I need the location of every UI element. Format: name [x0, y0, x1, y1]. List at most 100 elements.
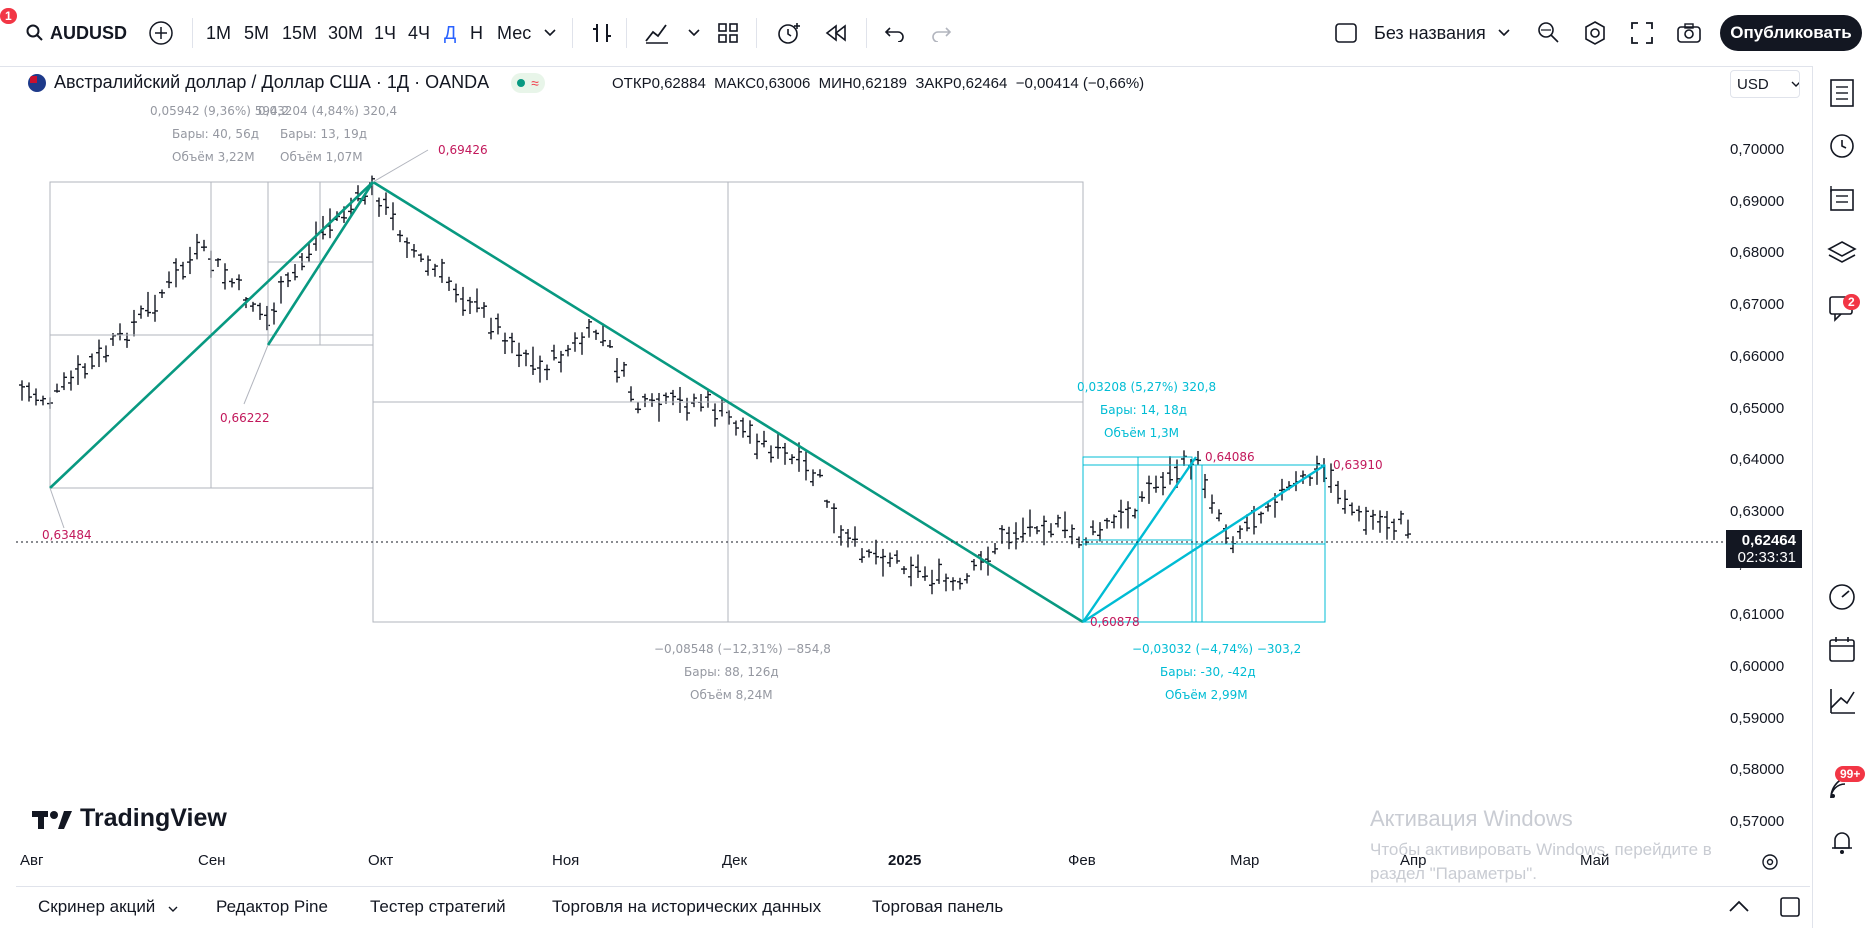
- interval-4h[interactable]: 4Ч: [408, 22, 431, 43]
- price-label-63484: 0,63484: [42, 528, 92, 542]
- tradingview-logo-text: TradingView: [80, 804, 227, 832]
- calendar-icon[interactable]: [1827, 634, 1857, 664]
- tab-strategy-tester[interactable]: Тестер стратегий: [370, 897, 506, 916]
- ohlc-values: ОТКР0,62884 МАКС0,63006 МИН0,62189 ЗАКР0…: [612, 75, 1144, 92]
- high-value: 0,63006: [756, 75, 811, 92]
- compare-symbol-button[interactable]: [146, 15, 176, 51]
- watchlist-icon[interactable]: [1827, 78, 1857, 108]
- interval-dropdown-chevron-icon[interactable]: [544, 15, 556, 51]
- price-tick-label: 0,66000: [1730, 347, 1785, 365]
- redo-button[interactable]: [930, 15, 952, 51]
- search-icon: [26, 24, 43, 41]
- interval-1month[interactable]: Мес: [497, 22, 532, 43]
- alerts-clock-icon[interactable]: [1827, 130, 1857, 160]
- settings-button[interactable]: [1582, 15, 1608, 51]
- measure-5-bars: Бары: -30, -42д: [1160, 665, 1256, 679]
- price-label-66222: 0,66222: [220, 411, 270, 425]
- measure-4-bars: Бары: 14, 18д: [1100, 403, 1187, 417]
- price-chart[interactable]: [16, 66, 1726, 856]
- maximize-panel-icon[interactable]: [1778, 895, 1802, 919]
- last-price-value: 0,62464: [1741, 532, 1796, 549]
- measure-4-volume: Объём 1,3M: [1104, 426, 1180, 440]
- divider: [866, 18, 867, 48]
- low-label: МИН: [818, 75, 853, 92]
- tab-pine-editor[interactable]: Редактор Pine: [216, 897, 328, 916]
- measure-2-volume: Объём 1,07M: [280, 150, 363, 164]
- interval-1h[interactable]: 1Ч: [374, 22, 397, 43]
- pine-chart-icon[interactable]: [1827, 686, 1857, 716]
- symbol-search-button[interactable]: AUDUSD: [26, 15, 127, 51]
- undo-icon: [884, 27, 904, 42]
- fullscreen-button[interactable]: [1630, 15, 1654, 51]
- measure-5-price: −0,03032 (−4,74%) −303,2: [1132, 642, 1302, 656]
- windows-activation-text: Чтобы активировать Windows, перейдите в …: [1370, 840, 1712, 883]
- open-label: ОТКР: [612, 75, 652, 92]
- price-tick-label: 0,59000: [1730, 709, 1785, 727]
- object-tree-icon[interactable]: [1827, 184, 1857, 214]
- price-tick-label: 0,67000: [1730, 296, 1785, 314]
- change-value: −0,00414 (−0,66%): [1015, 75, 1145, 92]
- status-dot-icon: [517, 78, 526, 87]
- chevron-down-icon: [1791, 81, 1799, 87]
- time-tick-label: Сен: [198, 852, 226, 869]
- snapshot-button[interactable]: [1676, 15, 1702, 51]
- quick-search-button[interactable]: [1536, 15, 1562, 51]
- interval-1w[interactable]: Н: [470, 22, 483, 43]
- measure-1-price: 0,05942 (9,36%) 594,2: [150, 104, 290, 118]
- trend-lines: [49, 180, 1084, 624]
- alert-button[interactable]: [776, 15, 802, 51]
- layout-grid-button[interactable]: [716, 15, 740, 51]
- close-label: ЗАКР: [915, 75, 954, 92]
- price-label-69426: 0,69426: [438, 143, 488, 157]
- tab-stock-screener[interactable]: Скринер акций: [38, 897, 178, 917]
- measure-1-volume: Объём 3,22M: [172, 150, 255, 164]
- interval-30m[interactable]: 30М: [328, 22, 364, 43]
- market-status-badge[interactable]: ≈: [511, 72, 545, 93]
- chat-badge: 2: [1843, 294, 1860, 310]
- interval-1d[interactable]: Д: [444, 22, 457, 43]
- tab-historical-trading[interactable]: Торговля на исторических данных: [552, 897, 822, 916]
- layers-icon[interactable]: [1827, 238, 1857, 268]
- collapse-panel-icon[interactable]: [1728, 899, 1750, 913]
- price-tick-label: 0,60000: [1730, 658, 1785, 675]
- time-tick-label: Май: [1580, 852, 1610, 869]
- tab-trading-panel[interactable]: Торговая панель: [872, 897, 1004, 916]
- speedometer-icon[interactable]: [1827, 582, 1857, 612]
- axis-settings-button[interactable]: [1760, 852, 1780, 877]
- low-value: 0,62189: [852, 75, 907, 92]
- symbol-label: AUDUSD: [50, 22, 128, 43]
- price-tick-label: 0,68000: [1730, 244, 1785, 262]
- measure-3-bars: Бары: 88, 126д: [684, 665, 779, 679]
- price-tick-label: 0,63000: [1730, 502, 1785, 520]
- publish-button[interactable]: Опубликовать: [1720, 15, 1862, 51]
- currency-select[interactable]: USD: [1730, 70, 1800, 98]
- indicators-button[interactable]: [644, 15, 670, 51]
- trend-lines-cyan: [1082, 456, 1326, 624]
- quick-search-icon: [1538, 22, 1559, 43]
- undo-button[interactable]: [884, 15, 906, 51]
- symbol-legend[interactable]: Австралийский доллар / Доллар США · 1Д ·…: [28, 72, 545, 93]
- price-tick-label: 0,64000: [1730, 451, 1785, 469]
- bell-icon[interactable]: [1827, 826, 1857, 856]
- interval-5m[interactable]: 5М: [244, 22, 270, 43]
- tradingview-logo[interactable]: TradingView: [32, 804, 227, 833]
- time-tick-label: Апр: [1400, 852, 1427, 869]
- chevron-down-icon: [168, 906, 178, 912]
- add-circle-icon: [149, 21, 173, 45]
- wave-icon: ≈: [531, 74, 539, 91]
- chevron-down-icon: [1498, 29, 1510, 37]
- measure-1-bars: Бары: 40, 56д: [172, 127, 259, 141]
- layout-button[interactable]: Без названия: [1334, 15, 1510, 51]
- time-tick-label: 2025: [888, 852, 922, 869]
- notification-badge: 1: [0, 8, 17, 24]
- measure-2-price: 0,03204 (4,84%) 320,4: [258, 104, 398, 118]
- interval-15m[interactable]: 15М: [282, 22, 318, 43]
- bar-style-button[interactable]: [590, 15, 614, 51]
- indicators-chevron-icon[interactable]: [688, 15, 700, 51]
- replay-button[interactable]: [824, 15, 848, 51]
- price-tick-label: 0,65000: [1730, 399, 1785, 417]
- bar-countdown: 02:33:31: [1737, 549, 1796, 566]
- windows-activation-title: Активация Windows: [1370, 806, 1573, 831]
- interval-1m[interactable]: 1М: [206, 22, 232, 43]
- rewind-icon: [825, 24, 846, 42]
